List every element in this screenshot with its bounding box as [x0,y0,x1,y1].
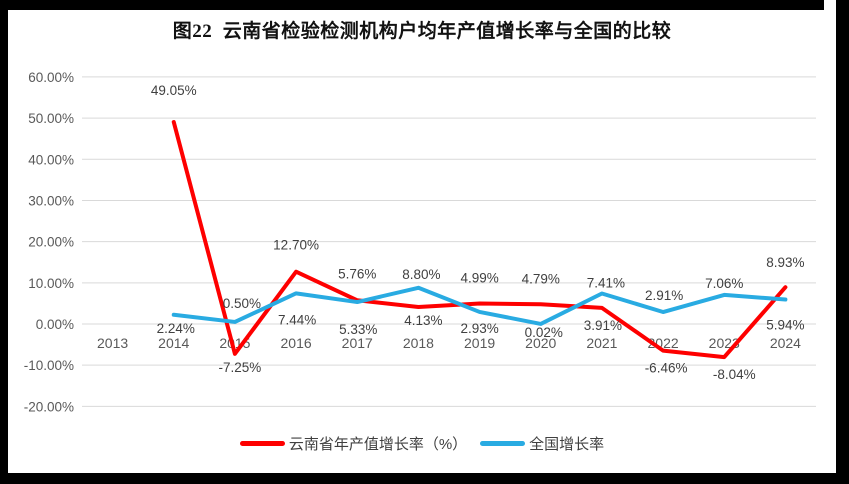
x-axis-tick-label: 2013 [97,335,128,351]
data-label: 8.80% [402,267,440,282]
y-axis-tick-label: 40.00% [28,152,74,167]
frame-border-right [836,0,849,484]
data-label: 0.02% [525,325,563,340]
legend-item-yunnan: 云南省年产值增长率（%） [239,433,468,454]
x-axis-tick-label: 2020 [525,335,556,351]
y-axis-tick-label: -20.00% [24,399,74,414]
series-line-yunnan [171,120,788,360]
x-axis-tick-label: 2016 [281,335,312,351]
legend: 云南省年产值增长率（%） 全国增长率 [8,432,836,454]
legend-line-swatch-yunnan [239,440,285,446]
x-axis-tick-label: 2015 [219,335,250,351]
data-label: 4.79% [522,271,560,286]
data-label: 49.05% [151,83,197,98]
x-axis-tick-label: 2021 [586,335,617,351]
x-axis-tick-label: 2014 [158,335,189,351]
y-axis-tick-label: 30.00% [28,193,74,208]
data-label: -8.04% [713,367,756,382]
data-label: -6.46% [645,361,688,376]
data-label: 7.06% [705,276,743,291]
legend-label-national: 全国增长率 [529,435,605,453]
data-label: 4.99% [460,270,498,285]
legend-line-swatch-national [480,440,526,446]
x-axis-tick-label: 2019 [464,335,495,351]
data-label: 0.50% [223,296,261,311]
x-axis-tick-label: 2017 [342,335,373,351]
data-label: 7.44% [278,312,316,327]
x-axis-tick-label: 2018 [403,335,434,351]
data-label: 2.91% [645,288,683,303]
data-label: 3.91% [584,318,622,333]
legend-item-national: 全国增长率 [480,433,604,454]
chart-canvas: 图22 云南省检验检测机构户均年产值增长率与全国的比较 60.00% 50.00%… [8,10,836,473]
y-axis-tick-label: 0.00% [36,317,74,332]
series-line-national [171,285,788,326]
y-axis-tick-label: 60.00% [28,70,74,85]
data-label: -7.25% [219,360,262,375]
data-label: 2.93% [460,321,498,336]
frame-border-top [0,0,824,10]
frame-border-bottom [0,473,849,484]
y-axis-tick-label: 20.00% [28,235,74,250]
data-label: 7.41% [587,275,625,290]
y-axis-tick-label: 10.00% [28,276,74,291]
data-label: 5.94% [766,318,804,333]
data-label: 4.13% [404,313,442,328]
y-axis-tick-label: 50.00% [28,111,74,126]
x-axis-tick-label: 2024 [770,335,801,351]
data-label: 12.70% [273,238,319,253]
plot-area: 60.00% 50.00% 40.00% 30.00% 20.00% 10.00% 0.00… [24,70,816,414]
data-label: 5.33% [339,322,377,337]
chart-title: 图22 云南省检验检测机构户均年产值增长率与全国的比较 [172,21,672,42]
frame-border-left [0,0,8,484]
y-axis-tick-label: -10.00% [24,358,74,373]
data-label: 2.24% [157,321,195,336]
data-label: 5.76% [338,266,376,281]
legend-label-yunnan: 云南省年产值增长率（%） [288,435,468,453]
data-label: 8.93% [766,255,804,270]
